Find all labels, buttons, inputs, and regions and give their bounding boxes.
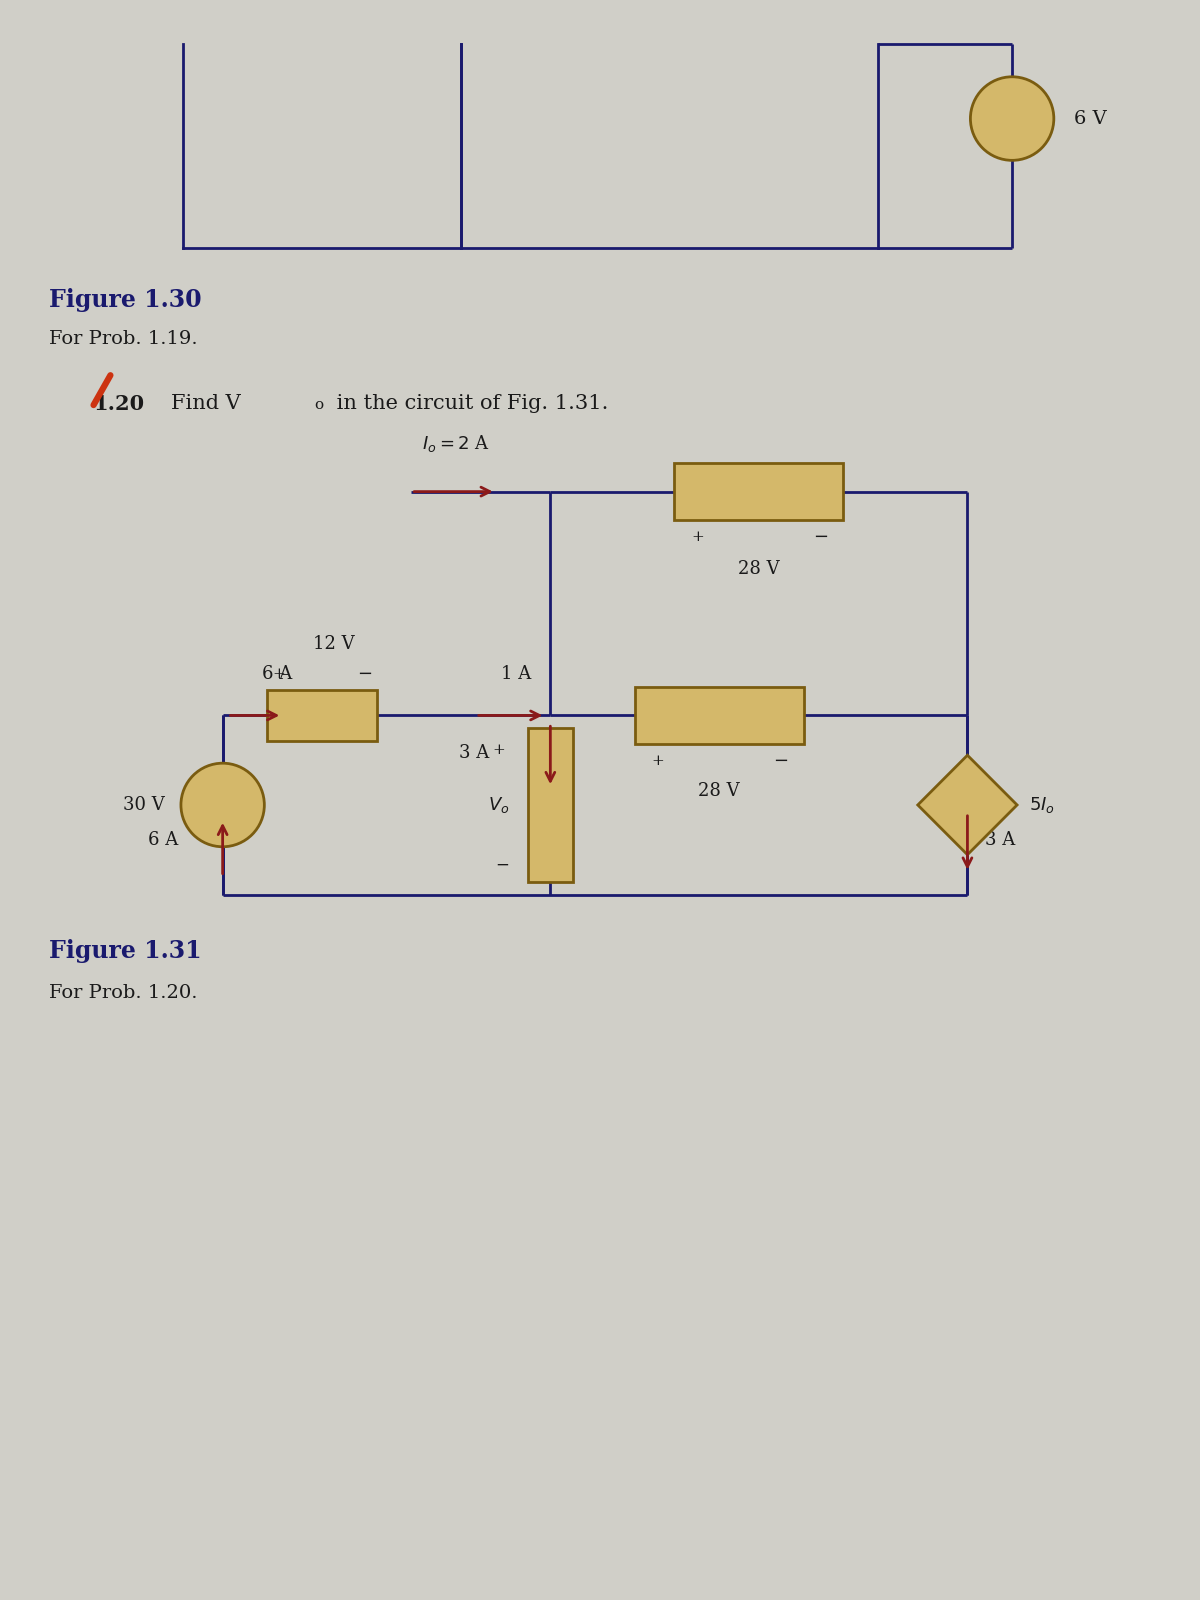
- Text: Figure 1.31: Figure 1.31: [49, 939, 202, 963]
- Text: o: o: [314, 398, 323, 413]
- Polygon shape: [918, 755, 1018, 854]
- Text: +: +: [961, 819, 974, 834]
- Text: $I_o=2$ A: $I_o=2$ A: [422, 434, 490, 454]
- Bar: [268, 690, 377, 741]
- Text: 1.20: 1.20: [94, 394, 145, 414]
- Text: 28 V: 28 V: [738, 560, 780, 578]
- Text: in the circuit of Fig. 1.31.: in the circuit of Fig. 1.31.: [330, 394, 608, 413]
- Text: +: +: [691, 530, 703, 544]
- Circle shape: [971, 77, 1054, 160]
- Text: Find V: Find V: [170, 394, 241, 413]
- Text: 30 V: 30 V: [124, 795, 166, 814]
- Text: +: +: [1006, 94, 1019, 109]
- Text: $5I_o$: $5I_o$: [1028, 795, 1055, 814]
- Bar: [674, 462, 844, 520]
- Text: +: +: [652, 754, 664, 768]
- Text: +: +: [216, 781, 229, 795]
- Text: −: −: [496, 856, 510, 874]
- Text: Figure 1.30: Figure 1.30: [49, 288, 202, 312]
- Text: For Prob. 1.19.: For Prob. 1.19.: [49, 331, 198, 349]
- Text: +: +: [272, 667, 286, 680]
- Text: −: −: [358, 664, 372, 683]
- Text: 12 V: 12 V: [313, 635, 355, 653]
- Text: 6 V: 6 V: [1074, 109, 1106, 128]
- Text: 6 A: 6 A: [262, 664, 293, 683]
- Circle shape: [181, 763, 264, 846]
- Text: 1 A: 1 A: [500, 664, 530, 683]
- Text: $V_o$: $V_o$: [488, 795, 510, 814]
- Text: −: −: [960, 776, 974, 794]
- Text: −: −: [215, 813, 230, 830]
- Text: 6 A: 6 A: [148, 830, 178, 848]
- Bar: [528, 728, 574, 882]
- Text: −: −: [773, 752, 788, 770]
- Text: +: +: [492, 744, 505, 757]
- Text: For Prob. 1.20.: For Prob. 1.20.: [49, 984, 197, 1002]
- Text: 28 V: 28 V: [698, 782, 740, 800]
- Text: 3 A: 3 A: [985, 830, 1015, 848]
- Text: 3 A: 3 A: [458, 744, 488, 762]
- Bar: [635, 686, 804, 744]
- Text: −: −: [812, 528, 828, 546]
- Text: −: −: [1004, 126, 1020, 144]
